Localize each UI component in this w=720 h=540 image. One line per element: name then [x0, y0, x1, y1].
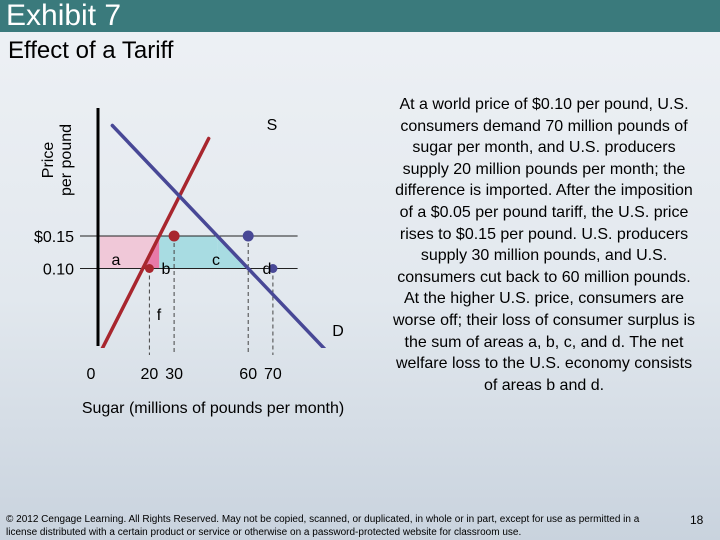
demand-point-60 [242, 230, 254, 242]
y-axis-label-line1: Price [40, 142, 57, 179]
x-tick-label-30: 30 [165, 366, 183, 383]
demand-label: D [332, 323, 344, 340]
area-label-f: f [157, 307, 162, 324]
area-label-b: b [162, 261, 171, 278]
area-label-c: c [212, 252, 220, 269]
demand-point-70 [268, 264, 278, 273]
slide-subtitle: Effect of a Tariff [8, 37, 174, 64]
copyright-notice: © 2012 Cengage Learning. All Rights Rese… [6, 514, 640, 538]
area-label-d: d [263, 261, 272, 278]
y-tick-label-low: 0.10 [43, 262, 74, 279]
slide-title: Exhibit 7 [6, 0, 122, 32]
curves-layer [100, 123, 327, 348]
slide-number: 18 [690, 513, 704, 527]
y-tick-label-high: $0.15 [34, 229, 74, 246]
x-tick-label-20: 20 [141, 366, 159, 383]
x-axis-label: Sugar (millions of pounds per month) [82, 400, 344, 417]
supply-curve [100, 136, 211, 348]
y-axis-label-line2: per pound [58, 124, 75, 196]
explanation-text: At a world price of $0.10 per pound, U.S… [392, 96, 696, 394]
area-a [100, 236, 160, 269]
title-bar [0, 0, 720, 32]
guides-layer [80, 235, 298, 355]
x-tick-label-60: 60 [239, 366, 257, 383]
area-label-a: a [112, 252, 121, 269]
supply-point-20 [144, 264, 154, 273]
labels-layer: $0.15 0.10 0 20 30 60 70 S Da b c d f [34, 117, 344, 383]
x-tick-label-0: 0 [87, 366, 96, 383]
supply-label: S [267, 117, 278, 134]
area-c [159, 236, 218, 269]
x-tick-label-70: 70 [264, 366, 282, 383]
supply-point-30 [168, 230, 180, 242]
points-layer [144, 230, 278, 273]
demand-curve [110, 123, 327, 348]
